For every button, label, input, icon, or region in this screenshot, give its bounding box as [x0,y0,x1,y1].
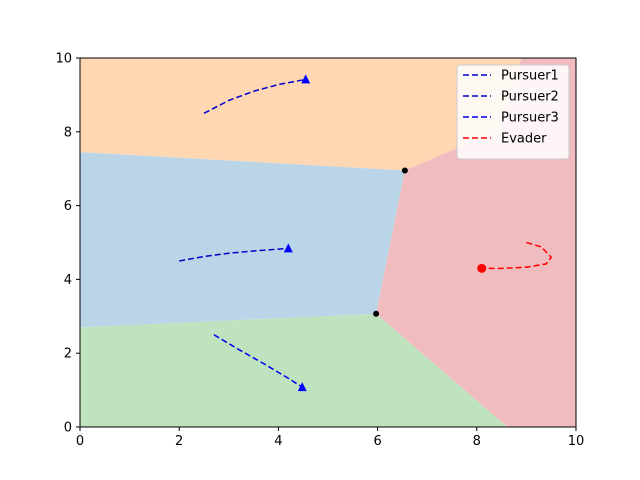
axis-ticks: 0 2 4 6 8 10 0 2 4 6 8 10 [55,52,584,450]
y-tick-label: 4 [64,273,72,288]
vertex-point-1 [373,310,380,317]
legend-label-pursuer3: Pursuer3 [501,111,559,126]
y-tick-label: 8 [64,125,72,140]
vertex-point-0 [401,167,408,174]
y-tick-label: 2 [64,347,72,362]
region-2 [80,313,508,427]
x-tick-label: 2 [175,434,183,449]
y-tick-label: 10 [55,52,72,67]
y-tick-label: 0 [64,421,72,436]
region-vertices [373,167,408,317]
legend-label-pursuer1: Pursuer1 [501,69,559,84]
series-line-evader [481,241,553,270]
x-tick-label: 6 [373,434,381,449]
region-0 [80,58,522,171]
y-tick-label: 6 [64,199,72,214]
series-line-pursuer2 [179,247,289,262]
series-marker-evader [477,263,487,273]
trajectories [179,74,553,392]
x-tick-label: 10 [568,434,585,449]
plot-frame [79,57,577,428]
series-marker-pursuer1 [301,74,311,84]
series-marker-pursuer3 [297,382,307,392]
x-tick-label: 4 [274,434,282,449]
legend: Pursuer1 Pursuer2 Pursuer3 Evader [456,64,570,160]
series-line-pursuer3 [213,334,303,388]
series-marker-pursuer2 [283,243,293,253]
legend-box [456,64,570,160]
legend-label-pursuer2: Pursuer2 [501,90,559,105]
region-1 [80,152,405,328]
x-tick-label: 8 [473,434,481,449]
series-line-pursuer1 [203,78,306,115]
legend-label-evader: Evader [501,132,547,147]
x-tick-label: 0 [76,434,84,449]
